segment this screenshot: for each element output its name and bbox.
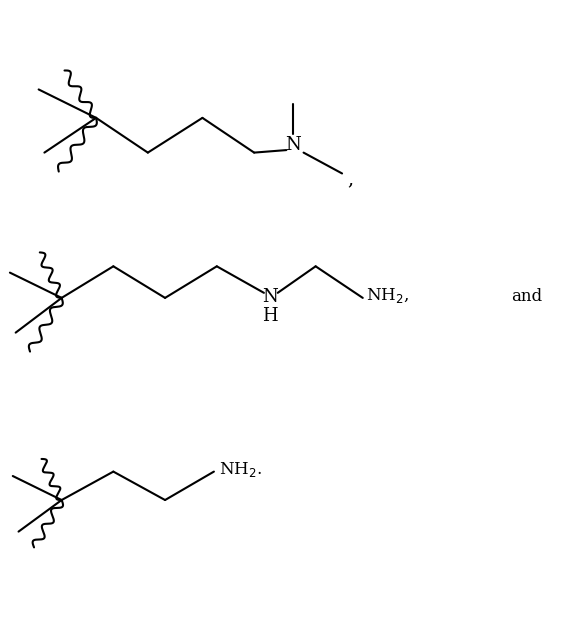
Text: and: and <box>511 288 543 305</box>
Text: N: N <box>285 136 301 154</box>
Text: NH$_2$.: NH$_2$. <box>219 460 261 479</box>
Text: H: H <box>262 307 278 324</box>
Text: NH$_2$,: NH$_2$, <box>366 287 409 305</box>
Text: ,: , <box>347 171 354 189</box>
Text: N: N <box>262 287 278 306</box>
